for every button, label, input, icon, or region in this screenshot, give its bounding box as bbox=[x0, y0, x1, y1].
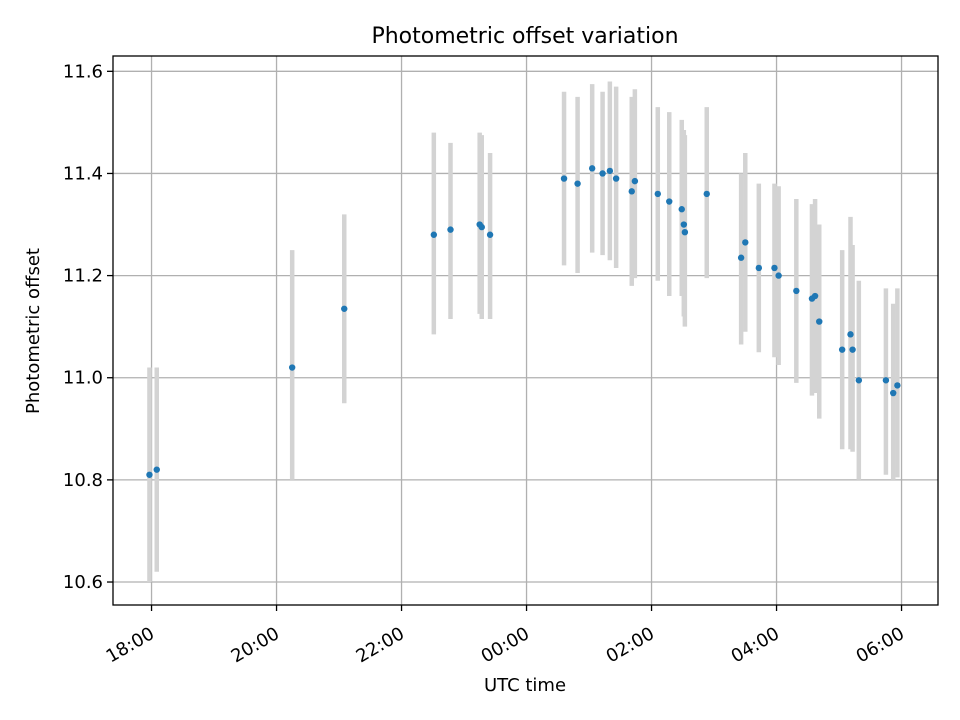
data-point bbox=[737, 254, 745, 261]
data-point bbox=[882, 377, 890, 384]
plot-frame bbox=[112, 55, 939, 606]
data-point bbox=[838, 346, 846, 353]
data-point bbox=[599, 170, 606, 177]
data-point bbox=[631, 177, 639, 185]
data-point bbox=[793, 287, 800, 295]
data-point bbox=[855, 377, 863, 384]
data-point bbox=[560, 175, 568, 182]
data-point bbox=[628, 188, 635, 195]
x-tick-label: 00:00 bbox=[478, 623, 533, 667]
error-bars bbox=[147, 81, 900, 583]
data-point bbox=[703, 190, 710, 198]
x-tick-label: 22:00 bbox=[353, 623, 408, 667]
data-point bbox=[588, 165, 596, 172]
data-point bbox=[680, 221, 688, 228]
data-point bbox=[681, 228, 689, 236]
data-point bbox=[654, 190, 661, 198]
y-tick-label: 11.6 bbox=[63, 61, 103, 82]
data-point bbox=[288, 364, 296, 371]
data-point bbox=[742, 239, 749, 246]
data-point bbox=[478, 223, 485, 231]
data-point bbox=[775, 272, 782, 279]
data-point bbox=[849, 346, 856, 353]
data-point bbox=[341, 305, 348, 312]
data-point bbox=[847, 331, 854, 338]
y-tick-label: 10.8 bbox=[63, 470, 103, 491]
data-point bbox=[606, 167, 614, 175]
y-tick-label: 11.4 bbox=[63, 163, 103, 184]
data-point bbox=[755, 264, 763, 272]
x-tick-label: 04:00 bbox=[728, 623, 783, 667]
x-tick-label: 02:00 bbox=[603, 623, 658, 667]
data-point bbox=[811, 292, 819, 300]
x-axis-ticks: 18:00 20:00 22:00 00:00 02:00 04:00 06:00 bbox=[103, 605, 908, 667]
y-tick-label: 10.6 bbox=[63, 572, 103, 593]
data-point bbox=[146, 471, 153, 478]
data-point bbox=[153, 466, 160, 473]
x-axis-label: UTC time bbox=[484, 675, 566, 696]
data-points bbox=[146, 165, 901, 478]
x-tick-label: 18:00 bbox=[103, 623, 158, 667]
data-point bbox=[612, 175, 620, 182]
data-point bbox=[574, 180, 581, 187]
data-point bbox=[890, 389, 897, 397]
data-point bbox=[447, 226, 454, 233]
chart-title: Photometric offset variation bbox=[371, 24, 678, 49]
data-point bbox=[816, 318, 823, 325]
data-point bbox=[430, 231, 438, 238]
y-tick-label: 11.2 bbox=[63, 266, 103, 287]
data-point bbox=[678, 206, 685, 213]
data-point bbox=[894, 382, 901, 389]
data-point bbox=[666, 198, 673, 205]
y-tick-label: 11.0 bbox=[63, 368, 103, 389]
y-axis-ticks: 10.6 10.8 11.0 11.2 11.4 11.6 bbox=[63, 61, 113, 593]
x-tick-label: 06:00 bbox=[853, 623, 908, 667]
data-point bbox=[771, 264, 778, 272]
y-axis-label: Photometric offset bbox=[23, 248, 44, 414]
x-tick-label: 20:00 bbox=[228, 623, 283, 667]
data-point bbox=[486, 231, 494, 238]
